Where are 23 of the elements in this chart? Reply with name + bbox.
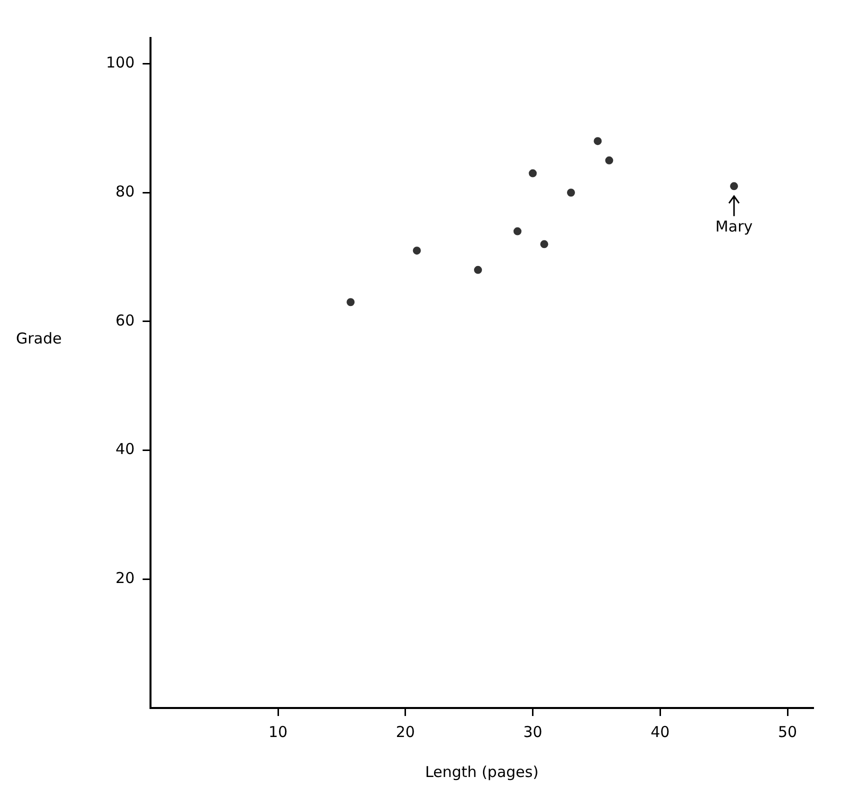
point	[605, 156, 614, 164]
x-tick-label: 50	[778, 722, 798, 741]
x-tick-label: 40	[650, 722, 670, 741]
point	[346, 298, 355, 306]
y-tick-label: 80	[116, 182, 135, 201]
y-tick-label: 60	[116, 311, 135, 330]
y-tick-label: 40	[116, 440, 135, 458]
point	[730, 182, 738, 190]
x-tick-label: 30	[523, 722, 542, 741]
x-tick-label: 10	[268, 722, 288, 741]
point	[474, 266, 482, 274]
y-tick-label: 20	[116, 569, 135, 588]
y-axis-title: Grade	[16, 329, 62, 348]
x-axis-title: Length (pages)	[425, 762, 539, 781]
y-tick-label: 100	[106, 54, 135, 72]
point	[540, 240, 548, 248]
point	[594, 137, 602, 146]
point	[528, 169, 537, 178]
point	[513, 227, 522, 236]
annotation: Mary	[715, 218, 753, 236]
point	[566, 188, 575, 197]
x-tick-label: 20	[396, 722, 415, 741]
point	[412, 246, 421, 255]
